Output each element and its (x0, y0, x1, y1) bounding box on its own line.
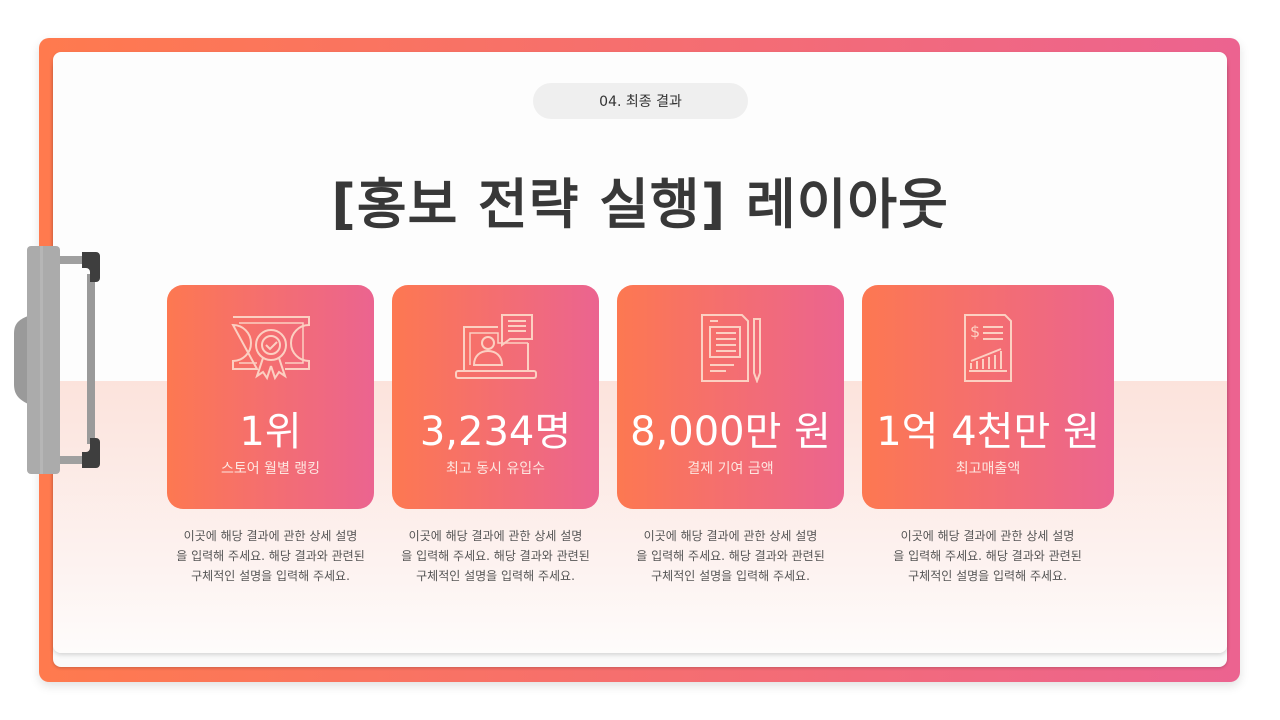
result-value: 8,000만 원 (630, 409, 831, 455)
binder-clip-icon (14, 246, 100, 474)
laptop-user-chat-icon (454, 314, 537, 379)
desc-line: 구체적인 설명을 입력해 주세요. (191, 569, 350, 583)
result-label: 스토어 월별 랭킹 (220, 461, 321, 477)
section-badge: 04. 최종 결과 (533, 83, 748, 119)
desc-line: 을 입력해 주세요. 해당 결과와 관련된 (176, 549, 365, 563)
result-label: 결제 기여 금액 (687, 461, 774, 477)
result-value: 1억 4천만 원 (876, 409, 1100, 455)
desc-line: 이곳에 해당 결과에 관한 상세 설명 (183, 529, 358, 543)
result-card-ranking: 1위 스토어 월별 랭킹 (167, 285, 374, 509)
certificate-icon (230, 316, 310, 381)
desc-line: 을 입력해 주세요. 해당 결과와 관련된 (893, 549, 1082, 563)
desc-line: 이곳에 해당 결과에 관한 상세 설명 (643, 529, 818, 543)
desc-line: 을 입력해 주세요. 해당 결과와 관련된 (401, 549, 590, 563)
desc-line: 구체적인 설명을 입력해 주세요. (416, 569, 575, 583)
slide-sheet: 04. 최종 결과 [홍보 전략 실행] 레이아웃 1위 스토어 월별 랭킹 3… (53, 52, 1227, 653)
desc-line: 이곳에 해당 결과에 관한 상세 설명 (408, 529, 583, 543)
svg-text:$: $ (970, 322, 980, 341)
result-label: 최고 동시 유입수 (445, 461, 546, 477)
result-card-revenue: $ 1억 4천만 원 최고매출액 (862, 285, 1114, 509)
desc-line: 구체적인 설명을 입력해 주세요. (908, 569, 1067, 583)
result-value: 1위 (239, 409, 302, 455)
desc-line: 이곳에 해당 결과에 관한 상세 설명 (900, 529, 1075, 543)
result-label: 최고매출액 (955, 461, 1021, 477)
result-card-visitors: 3,234명 최고 동시 유입수 (392, 285, 599, 509)
result-card-payment: 8,000만 원 결제 기여 금액 (617, 285, 844, 509)
result-value: 3,234명 (419, 409, 572, 455)
document-pen-icon (700, 314, 761, 383)
page-title: [홍보 전략 실행] 레이아웃 (331, 173, 949, 236)
desc-line: 구체적인 설명을 입력해 주세요. (651, 569, 810, 583)
financial-report-icon: $ (964, 314, 1012, 382)
desc-line: 을 입력해 주세요. 해당 결과와 관련된 (636, 549, 825, 563)
